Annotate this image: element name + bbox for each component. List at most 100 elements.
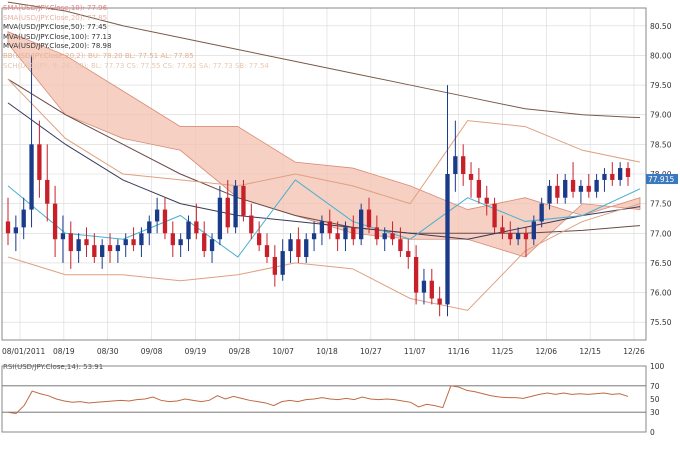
overlay-mva200: [7, 1, 641, 119]
candle-body: [272, 257, 277, 275]
x-tick-label: 12/06: [535, 347, 557, 356]
candle-body: [445, 174, 450, 305]
candle-body: [52, 203, 58, 240]
candle-body: [374, 227, 380, 240]
candle-body: [217, 197, 223, 240]
candle-body: [359, 209, 364, 240]
y-tick-label: 80.50: [650, 22, 672, 31]
last-price-box: [646, 174, 678, 185]
candle-body: [186, 221, 191, 240]
candle-body: [421, 280, 427, 293]
legend-entry: MVA(USD/JPY.Close,50): 77.45: [3, 23, 107, 32]
legend-entry: MVA(USD/JPY.Close,100): 77.13: [3, 32, 112, 41]
rsi-frame: [1, 365, 647, 433]
rsi-label: RSI(USD/JPY.Close,14): 53.91: [3, 363, 104, 371]
candle-body: [500, 227, 505, 234]
candle-body: [194, 221, 199, 234]
candle-body: [468, 174, 474, 180]
rsi-panel: 0 30 50 70 100: [1, 362, 665, 437]
rsi-line: [7, 385, 629, 415]
candle-body: [531, 221, 536, 240]
last-price-label: 77.915: [648, 175, 674, 184]
candle-body: [100, 245, 105, 257]
candle-body: [563, 179, 568, 198]
x-tick-label: 12/26: [623, 347, 645, 356]
legend-entry: SMA(USD/JPY.Close,20): 77.85: [3, 13, 108, 22]
candle-body: [311, 233, 317, 240]
candle-body: [241, 185, 246, 216]
candle-body: [123, 239, 128, 246]
rsi-tick-label: 0: [650, 428, 655, 437]
candle-body: [29, 144, 34, 210]
legend: SMA(USD/JPY.Close,10): 77.96 SMA(USD/JPY.…: [3, 4, 269, 71]
candle-body: [68, 233, 73, 252]
candle-body: [610, 174, 615, 180]
x-tick-label: 11/16: [448, 347, 470, 356]
rsi-tick-label: 50: [650, 395, 660, 404]
candle-body: [92, 245, 97, 257]
candle-body: [162, 209, 168, 234]
x-tick-label: 09/28: [228, 347, 250, 356]
candle-body: [115, 245, 121, 252]
candle-body: [249, 215, 254, 234]
candle-body: [327, 221, 332, 234]
candle-body: [288, 239, 293, 252]
candle-body: [84, 239, 89, 246]
candle-body: [406, 251, 411, 257]
candle-body: [602, 174, 607, 180]
candle-body: [343, 227, 348, 240]
candle-body: [578, 185, 584, 192]
candle-body: [45, 179, 50, 204]
x-tick-label: 08/30: [97, 347, 119, 356]
candle-body: [555, 185, 560, 198]
candle-body: [398, 239, 403, 252]
candle-body: [280, 251, 285, 275]
candle-body: [225, 197, 230, 228]
candle-body: [476, 179, 482, 198]
overlay-tenkan: [7, 179, 641, 258]
x-tick-label: 09/08: [141, 347, 163, 356]
candle-body: [335, 233, 340, 240]
candle-body: [492, 203, 497, 228]
candle-body: [453, 156, 458, 174]
candle-body: [484, 197, 489, 204]
candle-body: [515, 233, 521, 240]
rsi-tick-label: 100: [650, 362, 665, 371]
candle-body: [209, 239, 215, 252]
y-tick-label: 79.00: [650, 111, 672, 120]
candle-body: [21, 209, 26, 228]
y-tick-label: 79.50: [650, 81, 672, 90]
candle-body: [233, 185, 238, 228]
candle-body: [13, 227, 19, 234]
x-tick-label: 11/07: [404, 347, 426, 356]
x-tick-label: 10/07: [272, 347, 294, 356]
candle-body: [264, 245, 270, 257]
candle-body: [547, 185, 552, 204]
candle-body: [178, 239, 183, 246]
legend-entry: BB(USD/JPY.Close,20,2): BU: 78.20 BL: 77…: [3, 51, 194, 60]
y-tick-label: 80.00: [650, 51, 672, 60]
x-tick-label: 08/19: [53, 347, 75, 356]
candle-body: [382, 233, 387, 240]
candle-body: [5, 221, 11, 234]
candle-body: [304, 239, 309, 257]
candle-body: [202, 233, 207, 252]
x-tick-label: 10/18: [316, 347, 338, 356]
candlesticks: [5, 55, 631, 317]
candle-body: [429, 280, 434, 299]
candle-body: [523, 233, 529, 240]
legend-entry: SMA(USD/JPY.Close,10): 77.96: [3, 4, 108, 12]
candle-body: [625, 168, 631, 177]
candle-body: [319, 221, 325, 234]
candle-body: [256, 233, 262, 246]
x-tick-label: 09/19: [185, 347, 207, 356]
candle-body: [131, 239, 136, 246]
candle-body: [570, 179, 576, 192]
x-tick-label: 11/25: [492, 347, 514, 356]
candle-body: [390, 233, 395, 240]
candle-body: [586, 185, 591, 192]
y-tick-label: 76.00: [650, 289, 672, 298]
y-tick-label: 77.00: [650, 229, 672, 238]
x-tick-label: 12/15: [579, 347, 601, 356]
candle-body: [539, 203, 544, 222]
